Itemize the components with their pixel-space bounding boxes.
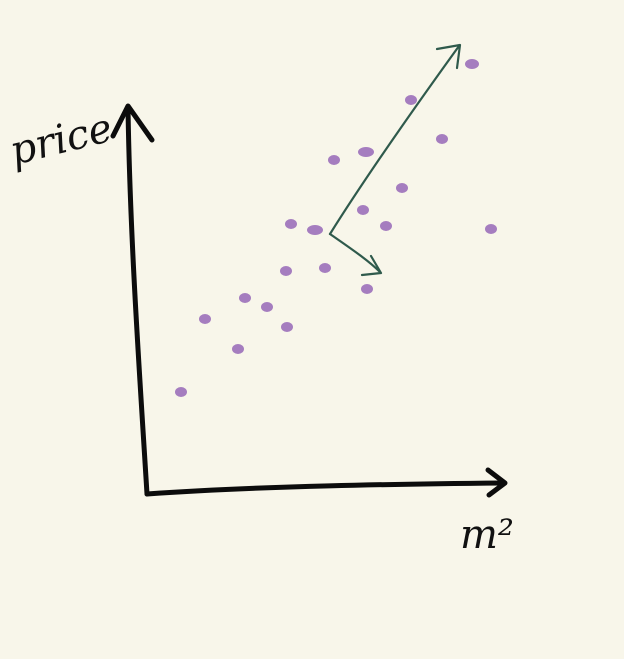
minor-arrow: [328, 232, 382, 274]
point: [261, 302, 273, 312]
point: [280, 266, 292, 276]
point: [281, 322, 293, 332]
y-axis-arrowhead: [110, 103, 155, 143]
point: [328, 155, 340, 165]
y-axis: [125, 105, 150, 497]
point: [358, 147, 374, 157]
point: [175, 387, 187, 397]
point: [357, 205, 369, 215]
points: [175, 59, 497, 397]
x-axis-arrowhead: [485, 467, 508, 498]
axes: [110, 103, 508, 498]
point: [465, 59, 479, 69]
point: [199, 314, 211, 324]
point: [232, 344, 244, 354]
point: [285, 219, 297, 229]
point: [405, 95, 417, 105]
x-axis: [144, 480, 506, 497]
point: [319, 263, 331, 273]
major-arrowhead: [435, 43, 462, 70]
point: [396, 183, 408, 193]
point: [380, 221, 392, 231]
direction-arrows: [328, 43, 462, 277]
point: [436, 134, 448, 144]
major-arrow: [328, 44, 461, 236]
minor-arrowhead: [360, 254, 383, 277]
point: [239, 293, 251, 303]
point: [361, 284, 373, 294]
point: [307, 225, 323, 235]
x-axis-label: m²: [460, 512, 514, 558]
point: [485, 224, 497, 234]
